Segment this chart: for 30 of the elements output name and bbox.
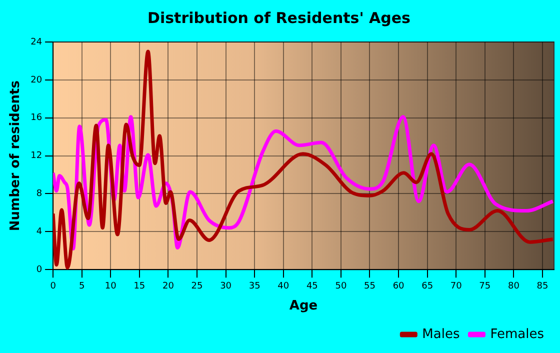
y-axis-title: Number of residents <box>8 80 24 232</box>
x-tick-label: 80 <box>508 281 520 292</box>
x-tick-label: 40 <box>278 281 290 292</box>
x-tick-label: 0 <box>50 281 56 292</box>
y-tick-label: 4 <box>36 227 42 238</box>
legend-label: Females <box>490 326 544 342</box>
x-tick-label: 10 <box>104 281 117 292</box>
x-tick-label: 60 <box>392 281 405 292</box>
x-tick-label: 20 <box>162 281 174 292</box>
y-tick-label: 0 <box>36 264 42 275</box>
x-axis-title: Age <box>289 298 318 314</box>
x-tick-label: 55 <box>364 281 376 292</box>
x-tick-label: 50 <box>335 281 347 292</box>
y-tick-label: 16 <box>30 113 42 124</box>
x-tick-label: 85 <box>536 281 548 292</box>
x-tick-label: 70 <box>450 281 462 292</box>
chart-title: Distribution of Residents' Ages <box>148 8 411 27</box>
legend-label: Males <box>422 326 460 342</box>
y-tick-label: 12 <box>30 151 42 162</box>
x-tick-label: 35 <box>248 281 260 292</box>
x-tick-label: 25 <box>191 281 203 292</box>
y-tick-label: 8 <box>36 189 42 200</box>
x-tick-label: 45 <box>306 281 318 292</box>
x-tick-label: 30 <box>220 281 232 292</box>
x-tick-label: 5 <box>78 281 85 292</box>
y-tick-label: 24 <box>30 37 42 48</box>
y-tick-label: 20 <box>30 75 42 86</box>
x-tick-label: 15 <box>134 281 146 292</box>
x-tick-label: 65 <box>422 281 434 292</box>
x-tick-label: 75 <box>479 281 491 292</box>
